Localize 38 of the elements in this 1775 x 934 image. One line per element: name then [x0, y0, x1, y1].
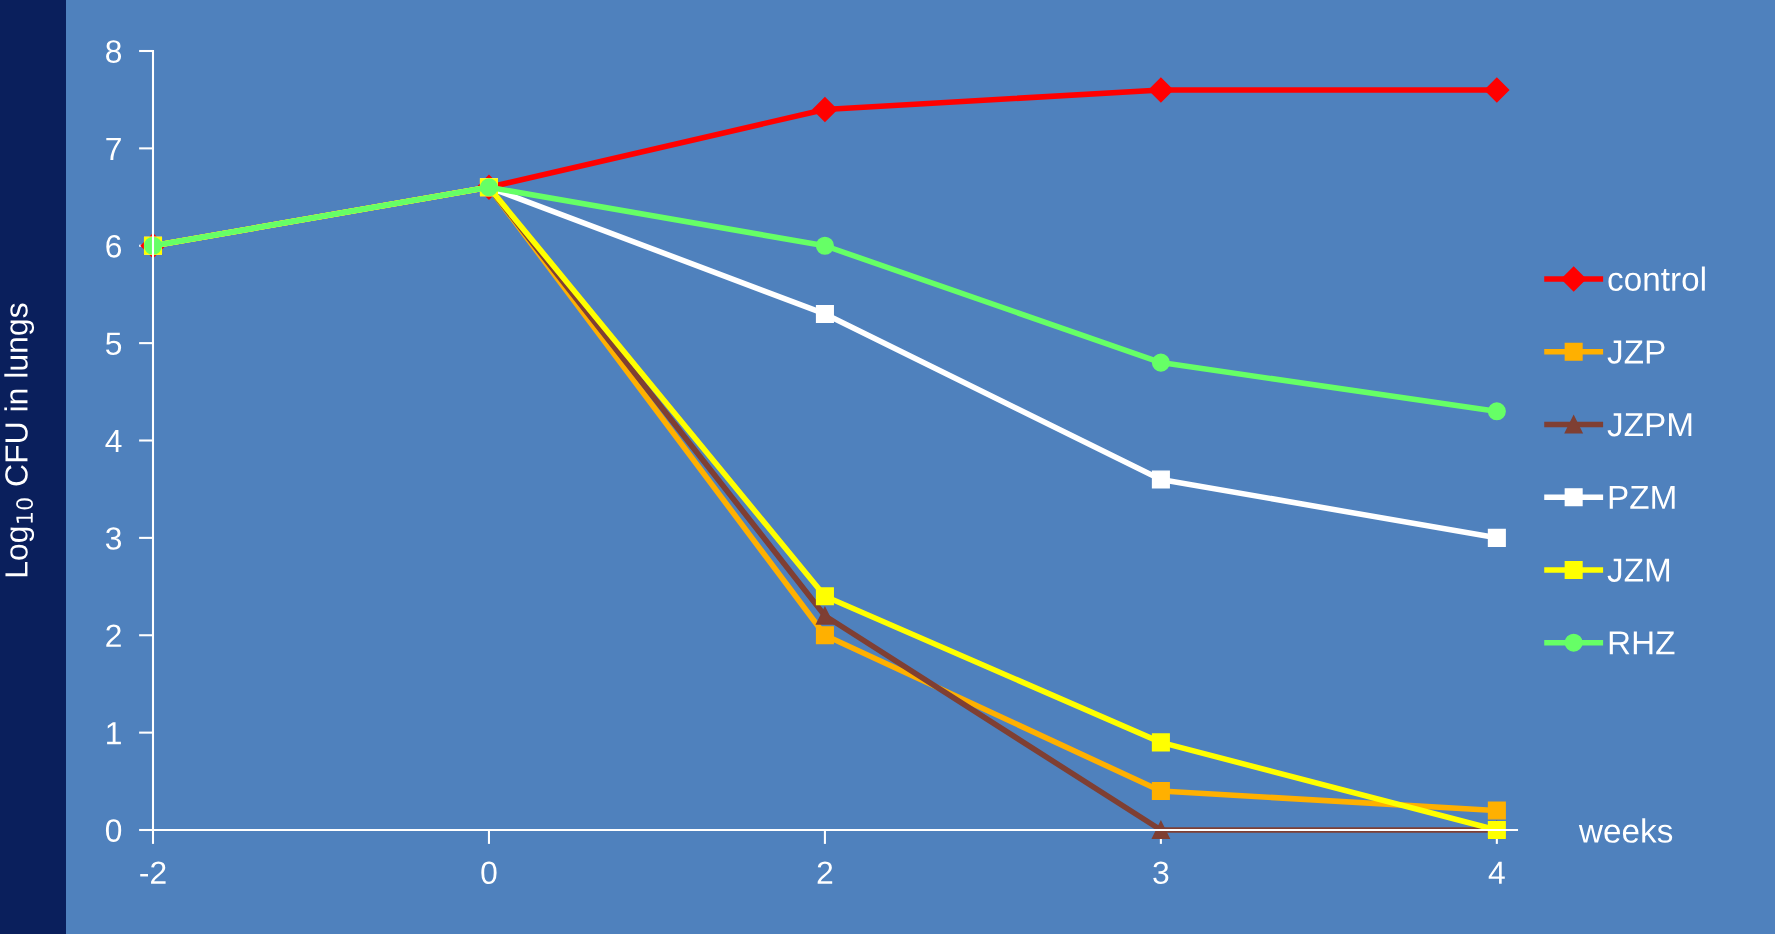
x-tick-label: -2	[140, 861, 166, 884]
x-tick-label: 2	[817, 861, 833, 884]
y-tick-label: 6	[106, 235, 122, 258]
y-tick-label: 2	[106, 624, 121, 647]
y-tick-label: 8	[106, 40, 122, 63]
point	[1151, 782, 1170, 801]
y-tick-label: 1	[107, 722, 121, 745]
y-axis-title: Log$_{10}$ CFU in lungs	[4, 303, 35, 577]
point	[1484, 77, 1510, 103]
legend-label: RHZ	[1609, 631, 1675, 655]
y-tick-label: 4	[105, 430, 122, 453]
legend-label: JZPM	[1607, 413, 1692, 437]
x-tick-label: 4	[1488, 861, 1505, 884]
legend-label: JZM	[1607, 558, 1670, 582]
point	[1487, 402, 1506, 421]
y-tick-label: 0	[105, 819, 122, 842]
point	[1487, 528, 1506, 547]
y-tick-label: 5	[105, 332, 122, 356]
y-tick-label: 3	[105, 527, 122, 550]
y-tick-label: 7	[106, 137, 121, 160]
point	[1151, 470, 1170, 489]
point	[1151, 820, 1170, 840]
point	[815, 606, 834, 625]
point	[1151, 733, 1170, 752]
point	[815, 304, 834, 323]
legend-label: JZP	[1607, 340, 1665, 364]
x-tick-label: 0	[481, 861, 497, 885]
point	[815, 236, 834, 255]
point	[1148, 77, 1174, 103]
point	[812, 96, 838, 122]
x-tick-label: 3	[1153, 861, 1169, 885]
point	[1151, 353, 1170, 372]
point	[815, 626, 834, 645]
legend-label: control	[1608, 266, 1705, 291]
point	[1487, 801, 1506, 820]
legend-label: PZM	[1609, 485, 1675, 509]
x-axis-title: weeks	[1578, 818, 1673, 843]
point	[815, 587, 834, 606]
